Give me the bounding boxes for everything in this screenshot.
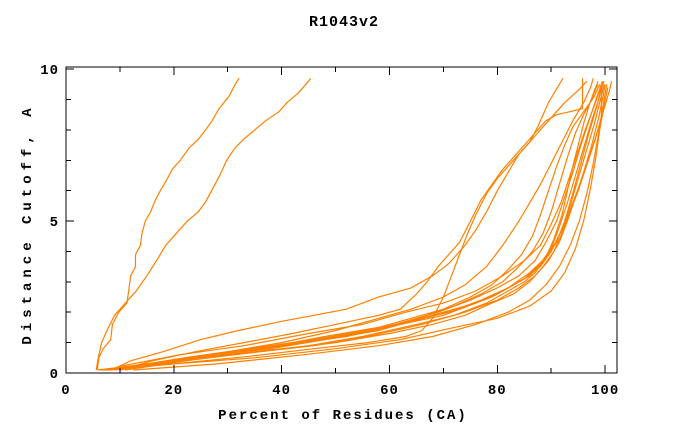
x-tick-label: 20	[164, 383, 183, 399]
curve-15	[98, 84, 606, 371]
plot-frame	[65, 66, 618, 374]
curve-11	[106, 84, 601, 371]
curve-04	[119, 78, 584, 371]
y-axis-label: Distance Cutoff, A	[20, 103, 36, 344]
x-tick-label: 40	[272, 383, 291, 399]
curve-09	[100, 87, 609, 371]
y-tick-label: 0	[50, 367, 59, 383]
x-axis-label: Percent of Residues (CA)	[218, 408, 468, 424]
chart-title: R1043v2	[309, 14, 379, 31]
curves-group	[95, 77, 613, 371]
curve-01	[96, 77, 240, 371]
x-tick-label: 0	[61, 383, 70, 399]
curve-08	[109, 84, 605, 371]
y-tick-label: 10	[40, 63, 59, 79]
x-tick-label: 100	[591, 383, 619, 399]
curve-16	[103, 81, 603, 371]
curve-03	[111, 77, 564, 371]
curve-02	[95, 77, 312, 371]
curve-10	[114, 81, 605, 371]
curve-12	[119, 84, 599, 371]
y-tick-label: 5	[50, 215, 59, 231]
axes-group: 0 20 40 60 80 100 0 5 10	[40, 63, 619, 399]
curve-18	[109, 80, 588, 371]
curve-19	[133, 84, 608, 371]
curve-17	[117, 81, 604, 368]
x-tick-label: 60	[380, 383, 399, 399]
curve-14	[125, 81, 613, 371]
x-tick-label: 80	[488, 383, 507, 399]
curve-07	[103, 84, 603, 371]
